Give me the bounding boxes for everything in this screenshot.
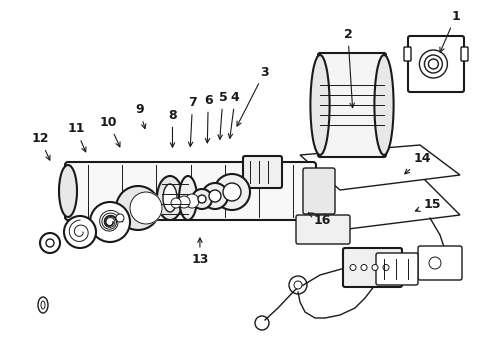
Ellipse shape <box>59 165 77 217</box>
Polygon shape <box>295 175 460 230</box>
Ellipse shape <box>163 184 177 212</box>
Circle shape <box>202 183 228 209</box>
Ellipse shape <box>41 301 45 309</box>
Circle shape <box>116 186 160 230</box>
Circle shape <box>116 214 124 222</box>
Text: 1: 1 <box>440 10 460 52</box>
Text: 9: 9 <box>135 103 146 129</box>
Text: 7: 7 <box>188 96 197 147</box>
FancyBboxPatch shape <box>303 168 335 214</box>
Polygon shape <box>300 145 460 190</box>
Circle shape <box>361 265 367 270</box>
Ellipse shape <box>157 176 183 220</box>
Text: 4: 4 <box>228 91 240 138</box>
Ellipse shape <box>374 55 393 155</box>
Text: 2: 2 <box>343 28 354 108</box>
FancyBboxPatch shape <box>65 162 316 220</box>
Text: 14: 14 <box>405 152 431 174</box>
Ellipse shape <box>310 55 330 155</box>
Circle shape <box>294 281 302 289</box>
Text: 3: 3 <box>237 66 269 126</box>
Circle shape <box>383 265 389 270</box>
Circle shape <box>214 174 250 210</box>
Circle shape <box>185 194 199 208</box>
Text: 10: 10 <box>100 116 120 147</box>
Circle shape <box>178 196 190 208</box>
Circle shape <box>223 183 241 201</box>
FancyBboxPatch shape <box>408 36 464 92</box>
Circle shape <box>350 265 356 270</box>
Circle shape <box>419 50 447 78</box>
Circle shape <box>372 265 378 270</box>
FancyBboxPatch shape <box>461 47 468 61</box>
Ellipse shape <box>179 176 197 220</box>
Text: 6: 6 <box>204 94 213 143</box>
FancyBboxPatch shape <box>296 215 350 244</box>
Circle shape <box>46 239 54 247</box>
Circle shape <box>209 190 221 202</box>
Circle shape <box>424 55 442 73</box>
Circle shape <box>171 198 181 208</box>
FancyBboxPatch shape <box>404 47 411 61</box>
Text: 5: 5 <box>218 91 227 139</box>
Circle shape <box>198 195 206 203</box>
Circle shape <box>428 59 439 69</box>
Text: 8: 8 <box>168 109 177 147</box>
Text: 13: 13 <box>191 238 209 266</box>
FancyBboxPatch shape <box>318 53 386 157</box>
FancyBboxPatch shape <box>343 248 402 287</box>
FancyBboxPatch shape <box>418 246 462 280</box>
Circle shape <box>64 216 96 248</box>
Text: 16: 16 <box>308 213 331 227</box>
FancyBboxPatch shape <box>243 156 282 188</box>
Text: 11: 11 <box>67 122 86 152</box>
Circle shape <box>40 233 60 253</box>
Text: 12: 12 <box>31 132 50 160</box>
Circle shape <box>90 202 130 242</box>
Circle shape <box>130 192 162 224</box>
Circle shape <box>429 257 441 269</box>
FancyBboxPatch shape <box>376 253 418 285</box>
Ellipse shape <box>38 297 48 313</box>
Text: 15: 15 <box>416 198 441 211</box>
Circle shape <box>192 189 212 209</box>
